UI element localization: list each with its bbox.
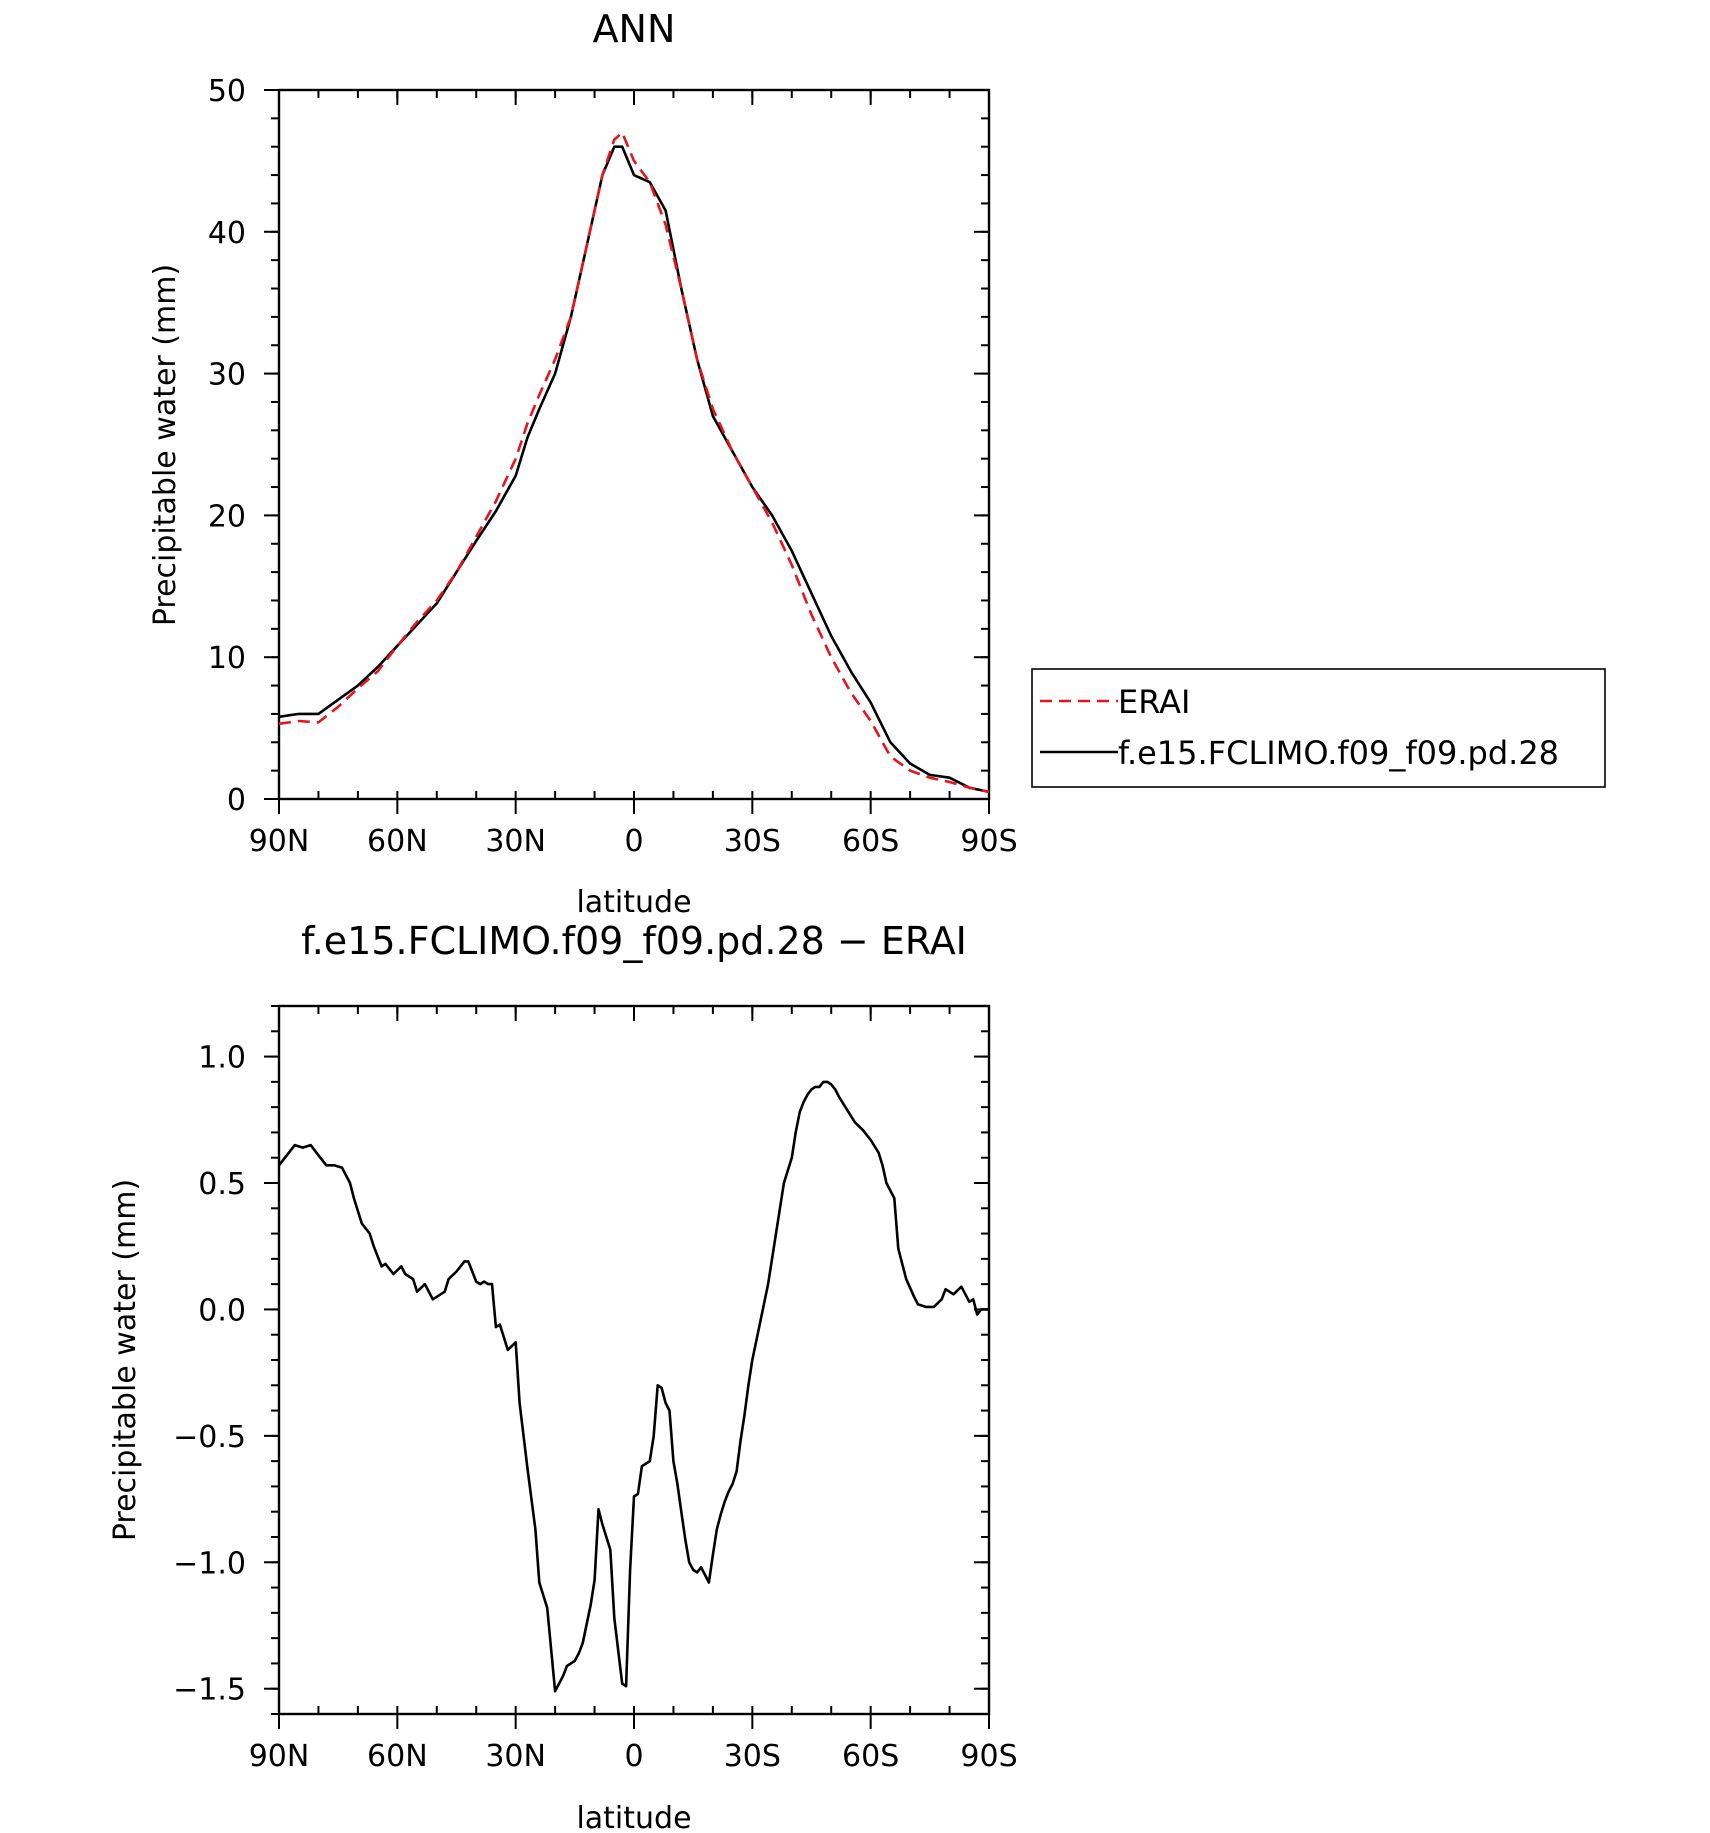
bottom-x-tick-label: 30N [485,1739,546,1774]
bottom-y-tick-label: 0.5 [198,1167,246,1202]
top-x-tick-label: 60N [367,824,428,859]
bottom-x-tick-label: 0 [624,1739,643,1774]
top-x-tick-label: 90S [960,824,1017,859]
top-chart-title: ANN [593,7,676,51]
bottom-x-tick-label: 90N [249,1739,310,1774]
bottom-plot-frame [277,1004,991,1716]
top-x-tick-label: 30S [724,824,781,859]
top-x-tick-label: 30N [485,824,546,859]
top-plot-frame [277,88,991,801]
legend: ERAI f.e15.FCLIMO.f09_f09.pd.28 [1031,668,1606,788]
bottom-y-tick-label: −0.5 [173,1420,246,1455]
top-y-tick-label: 30 [208,358,246,393]
bottom-y-tick-label: 0.0 [198,1293,246,1328]
legend-label-model: f.e15.FCLIMO.f09_f09.pd.28 [1118,734,1559,772]
bottom-y-tick-labels: 1.0 0.5 0.0 −0.5 −1.0 −1.5 [173,1041,246,1708]
top-panel: ANN 0 10 20 30 40 50 90N 60N 30N 0 30S 60S 90S Prec… [148,7,1606,920]
bottom-axis-ticks [264,1005,990,1729]
top-x-tick-label: 0 [624,824,643,859]
bottom-panel: f.e15.FCLIMO.f09_f09.pd.28 − ERAI 1.0 0.5… [108,919,1018,1833]
legend-box [1031,668,1606,788]
bottom-x-tick-labels: 90N 60N 30N 0 30S 60S 90S [249,1739,1018,1774]
bottom-x-tick-label: 90S [960,1739,1017,1774]
bottom-y-tick-label: 1.0 [198,1041,246,1076]
bottom-x-axis-label: latitude [576,1801,691,1833]
top-y-tick-label: 0 [227,783,246,818]
bottom-y-axis-label: Precipitable water (mm) [108,1179,143,1541]
top-y-tick-label: 20 [208,499,246,534]
top-x-tick-label: 60S [842,824,899,859]
top-series-line-erai [278,131,990,794]
top-x-axis-label: latitude [576,885,691,920]
top-y-tick-label: 10 [208,641,246,676]
bottom-y-tick-label: −1.0 [173,1546,246,1581]
bottom-chart-title: f.e15.FCLIMO.f09_f09.pd.28 − ERAI [301,919,967,963]
bottom-y-tick-label: −1.5 [173,1673,246,1708]
bottom-x-tick-label: 60N [367,1739,428,1774]
bottom-x-tick-label: 60S [842,1739,899,1774]
bottom-x-tick-label: 30S [724,1739,781,1774]
bottom-data-lines [277,1080,989,1693]
top-y-tick-label: 40 [208,216,246,251]
top-x-tick-label: 90N [249,824,310,859]
top-y-tick-labels: 0 10 20 30 40 50 [208,74,246,818]
top-axis-ticks [264,89,990,814]
top-data-lines [278,131,990,794]
top-series-line-f-e15-fclimo-f09-f09-pd-28 [278,145,990,794]
top-y-tick-label: 50 [208,74,246,109]
legend-label-erai: ERAI [1118,683,1190,721]
top-y-axis-label: Precipitable water (mm) [148,264,183,626]
bottom-series-line-0 [277,1080,989,1693]
top-x-tick-labels: 90N 60N 30N 0 30S 60S 90S [249,824,1018,859]
